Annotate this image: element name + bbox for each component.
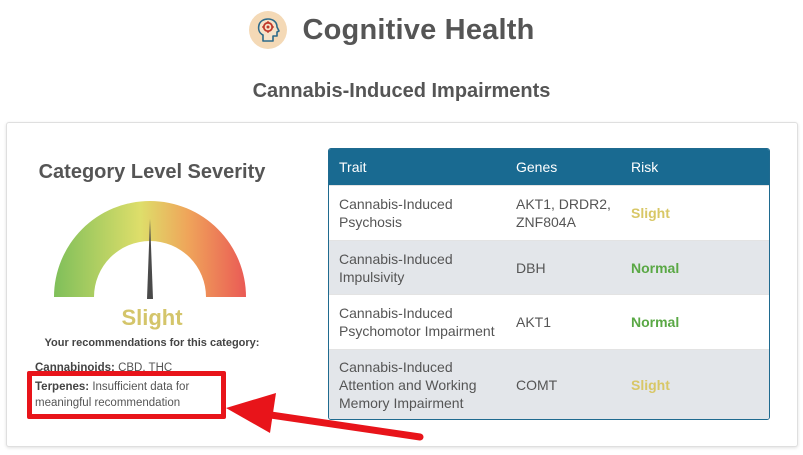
app-header: Cognitive Health <box>0 8 803 52</box>
column-header-risk: Risk <box>631 159 659 175</box>
gauge-arc <box>54 201 246 297</box>
severity-panel: Category Level Severity Slight Your reco… <box>7 123 307 448</box>
results-card: Category Level Severity Slight Your reco… <box>6 122 798 447</box>
trait-cell: Cannabis-Induced Attention and Working M… <box>339 358 477 411</box>
trait-cell: Cannabis-Induced Impulsivity <box>339 250 453 285</box>
table-row: Cannabis-Induced Impulsivity DBH Normal <box>329 240 769 294</box>
page-subtitle: Cannabis-Induced Impairments <box>252 80 551 102</box>
gauge-needle <box>147 219 153 299</box>
table-row: Cannabis-Induced Psychomotor Impairment … <box>329 294 769 349</box>
annotation-highlight-box <box>27 371 226 419</box>
recommendation-label: Terpenes: <box>35 381 90 393</box>
severity-gauge <box>54 201 246 299</box>
head-gear-icon <box>248 11 287 49</box>
annotation-arrow <box>226 393 424 441</box>
trait-cell: Cannabis-Induced Psychomotor Impairment <box>339 305 495 339</box>
trait-cell: Cannabis-Induced Psychosis <box>339 196 453 230</box>
table-header: Trait Genes Risk <box>329 149 769 185</box>
table-row: Cannabis-Induced Psychosis AKT1, DRDR2, … <box>329 185 769 240</box>
severity-value: Slight <box>121 305 183 330</box>
risk-cell: Slight <box>631 205 670 221</box>
table-row: Cannabis-Induced Attention and Working M… <box>329 349 769 419</box>
traits-table: Trait Genes Risk Cannabis-Induced Psycho… <box>328 148 770 420</box>
genes-cell: COMT <box>516 376 558 393</box>
risk-cell: Normal <box>631 259 680 276</box>
genes-cell: AKT1, DRDR2, ZNF804A <box>516 196 611 230</box>
severity-heading: Category Level Severity <box>38 161 266 183</box>
recommendation-text: Insufficient data for meaningful recomme… <box>35 381 190 409</box>
column-header-trait: Trait <box>339 159 367 175</box>
genes-cell: DBH <box>516 259 546 276</box>
recommendation-terpenes: Terpenes: Insufficient data for meaningf… <box>35 379 235 411</box>
recommendations-heading: Your recommendations for this category: <box>44 337 260 349</box>
risk-cell: Normal <box>631 314 680 330</box>
app-title: Cognitive Health <box>302 13 535 46</box>
risk-cell: Slight <box>631 376 670 393</box>
genes-cell: AKT1 <box>516 314 552 330</box>
column-header-genes: Genes <box>516 159 558 175</box>
